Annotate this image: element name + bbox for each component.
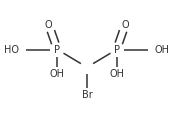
Text: O: O [45,20,53,30]
Text: HO: HO [4,45,19,55]
Text: P: P [54,45,60,55]
Text: Br: Br [82,90,92,100]
Text: O: O [121,20,129,30]
Text: OH: OH [109,69,124,79]
Text: OH: OH [50,69,65,79]
Text: OH: OH [155,45,170,55]
Text: P: P [114,45,120,55]
